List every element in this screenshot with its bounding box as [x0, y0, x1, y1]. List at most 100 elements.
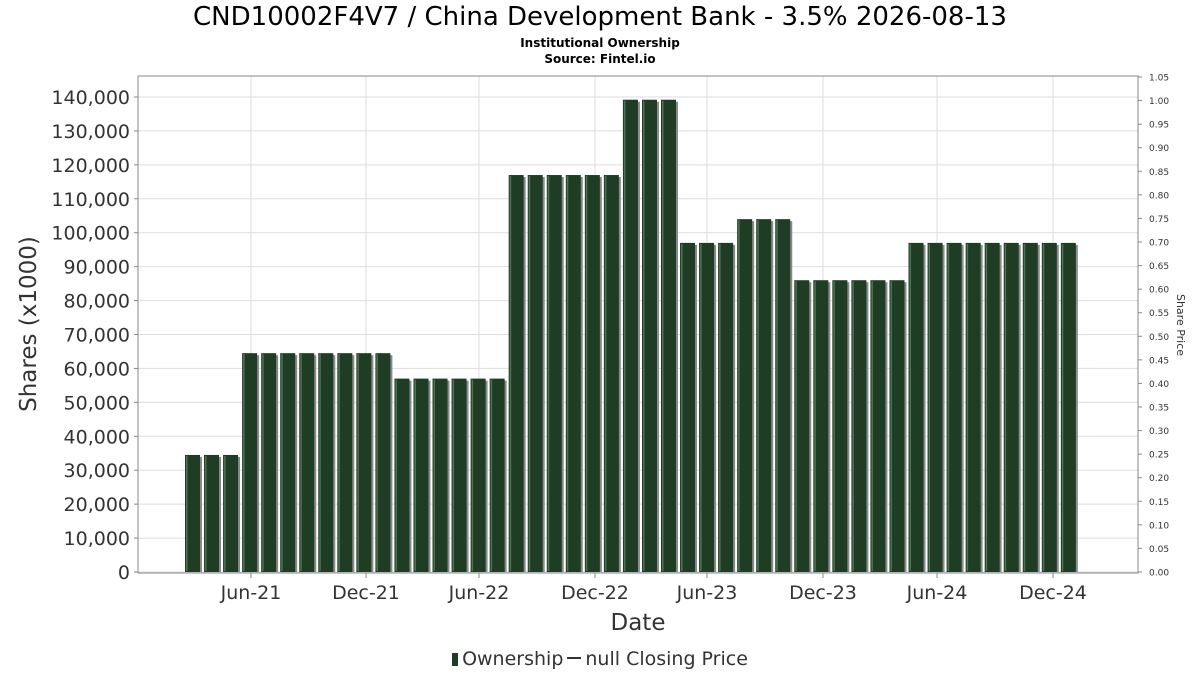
- chart-subtitle: Institutional Ownership: [520, 36, 680, 50]
- bar-highlight: [738, 220, 740, 571]
- x-tick-label: Jun-22: [448, 582, 510, 604]
- bar-highlight: [1042, 243, 1045, 571]
- y-tick-label: 10,000: [64, 528, 130, 550]
- x-tick-label: Dec-22: [561, 582, 629, 604]
- y-axis-label: Shares (x1000): [16, 236, 42, 412]
- bar-highlight: [700, 243, 702, 571]
- ownership-bar: [1022, 242, 1038, 572]
- y2-tick-label: 1.00: [1149, 97, 1169, 107]
- bar-highlight: [1004, 243, 1007, 571]
- bar-highlight: [338, 354, 340, 571]
- legend: Ownership null Closing Price: [0, 647, 1200, 671]
- bar-highlight: [814, 281, 816, 571]
- ownership-bar: [775, 219, 791, 572]
- bars: [185, 99, 1078, 573]
- y2-tick-label: 0.35: [1149, 404, 1169, 414]
- bar-highlight: [928, 243, 931, 571]
- bar-highlight: [833, 281, 835, 571]
- bar-highlight: [585, 176, 588, 572]
- y2-tick-label: 0.00: [1149, 569, 1169, 579]
- y2-tick-label: 0.70: [1149, 239, 1169, 249]
- y-axis-ticks: 0 10,000 20,000 30,000 40,000 50,000 60,000 70,…: [51, 87, 138, 584]
- y-tick-label: 60,000: [64, 358, 130, 380]
- bar-highlight: [795, 281, 797, 571]
- ownership-bar: [622, 99, 638, 572]
- bar-highlight: [300, 354, 302, 571]
- legend-closing-price: null Closing Price: [585, 648, 748, 670]
- bar-highlight: [1023, 243, 1026, 571]
- y2-tick-label: 0.25: [1149, 451, 1169, 461]
- y-tick-label: 0: [118, 562, 130, 584]
- ownership-bar: [756, 219, 772, 572]
- bar-highlight: [243, 354, 245, 571]
- y-tick-label: 100,000: [51, 223, 130, 245]
- plot-frame: [137, 75, 1139, 574]
- y2-tick-label: 0.05: [1149, 545, 1169, 555]
- ownership-bar: [851, 280, 867, 572]
- bar-highlight: [205, 455, 207, 571]
- y-tick-label: 80,000: [64, 291, 130, 313]
- y2-tick-label: 0.65: [1149, 262, 1169, 272]
- bar-highlight: [509, 176, 512, 572]
- y-tick-label: 90,000: [64, 257, 130, 279]
- ownership-bar: [489, 378, 505, 572]
- x-tick-label: Dec-24: [1019, 582, 1087, 604]
- ownership-bar: [432, 378, 448, 572]
- bar-highlight: [224, 455, 226, 571]
- ownership-bar: [299, 353, 315, 572]
- legend-ownership: Ownership: [462, 648, 564, 670]
- y2-tick-label: 0.55: [1149, 309, 1169, 319]
- ownership-bar: [337, 353, 353, 572]
- ownership-bar: [870, 280, 886, 572]
- y-tick-label: 20,000: [64, 494, 130, 516]
- ownership-bar: [451, 378, 467, 572]
- y2-tick-label: 0.20: [1149, 474, 1169, 484]
- ownership-bar: [1060, 242, 1076, 572]
- ownership-bar: [242, 353, 258, 572]
- ownership-bar: [661, 99, 676, 572]
- bar-highlight: [852, 281, 854, 571]
- ownership-bar: [908, 242, 924, 572]
- bar-highlight: [947, 243, 950, 571]
- bar-highlight: [757, 220, 759, 571]
- x-tick-label: Jun-24: [906, 582, 968, 604]
- bar-highlight: [871, 281, 873, 571]
- y-tick-label: 140,000: [51, 87, 130, 109]
- y2-tick-label: 0.90: [1149, 144, 1169, 154]
- bar-highlight: [642, 100, 645, 571]
- ownership-bar: [603, 175, 619, 573]
- x-tick-label: Jun-21: [220, 582, 282, 604]
- bar-highlight: [604, 176, 607, 572]
- x-axis-ticks: Jun-21 Dec-21 Jun-22 Dec-22 Jun-23 Dec-23 Jun-…: [220, 573, 1087, 604]
- y2-tick-label: 0.60: [1149, 286, 1169, 296]
- ownership-bar: [508, 175, 524, 573]
- bar-highlight: [319, 354, 321, 571]
- y2-tick-label: 0.75: [1149, 215, 1169, 225]
- ownership-bar: [375, 353, 391, 572]
- bar-highlight: [433, 379, 436, 571]
- ownership-bar: [546, 175, 562, 573]
- bar-highlight: [490, 379, 493, 571]
- bar-highlight: [966, 243, 969, 571]
- bar-highlight: [1061, 243, 1064, 571]
- chart-source: Source: Fintel.io: [544, 52, 656, 66]
- bar-highlight: [985, 243, 988, 571]
- ownership-bar: [394, 378, 410, 572]
- ownership-bar: [204, 454, 220, 572]
- y2-tick-label: 0.45: [1149, 356, 1169, 366]
- y2-axis-ticks: 0.00 0.05 0.10 0.15 0.20 0.25 0.30 0.35 0.40 0.45…: [1138, 74, 1169, 579]
- bar-highlight: [376, 354, 378, 571]
- ownership-bar: [470, 378, 486, 572]
- bar-highlight: [528, 176, 531, 572]
- bar-highlight: [547, 176, 550, 572]
- chart-title: CND10002F4V7 / China Development Bank - …: [193, 2, 1007, 32]
- ownership-bar: [223, 454, 239, 572]
- y2-tick-label: 0.30: [1149, 427, 1169, 437]
- ownership-bar: [699, 242, 715, 572]
- ownership-bar: [356, 353, 372, 572]
- ownership-bar: [927, 242, 943, 572]
- bar-highlight: [890, 281, 892, 571]
- y2-tick-label: 0.10: [1149, 521, 1169, 531]
- y2-axis-label: Share Price: [1174, 294, 1187, 356]
